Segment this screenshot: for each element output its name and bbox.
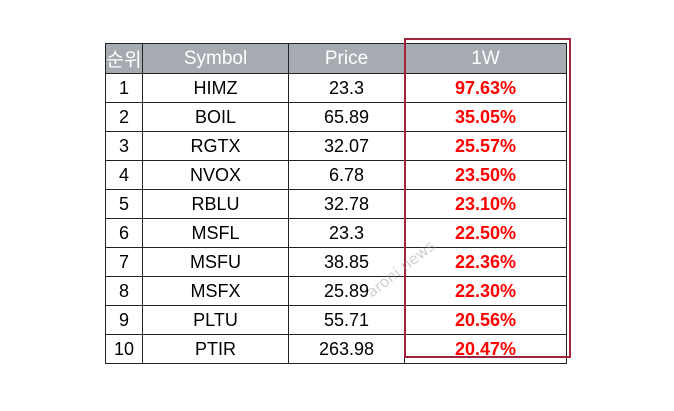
cell-return: 23.50% <box>404 160 567 190</box>
cell-return: 23.10% <box>404 189 567 219</box>
cell-symbol: HIMZ <box>142 73 289 103</box>
cell-symbol: MSFX <box>142 276 289 306</box>
cell-price: 55.71 <box>288 305 405 335</box>
cell-price: 32.07 <box>288 131 405 161</box>
cell-price: 25.89 <box>288 276 405 306</box>
cell-return: 20.56% <box>404 305 567 335</box>
cell-rank: 8 <box>105 276 143 306</box>
table-row: 10 PTIR 263.98 20.47% <box>105 334 567 364</box>
cell-rank: 7 <box>105 247 143 277</box>
header-rank: 순위 <box>105 43 143 74</box>
cell-rank: 6 <box>105 218 143 248</box>
table-row: 3 RGTX 32.07 25.57% <box>105 131 567 161</box>
table-row: 7 MSFU 38.85 22.36% <box>105 247 567 277</box>
cell-return: 25.57% <box>404 131 567 161</box>
cell-return: 97.63% <box>404 73 567 103</box>
table-row: 5 RBLU 32.78 23.10% <box>105 189 567 219</box>
cell-rank: 4 <box>105 160 143 190</box>
cell-symbol: PLTU <box>142 305 289 335</box>
cell-return: 22.50% <box>404 218 567 248</box>
cell-price: 23.3 <box>288 73 405 103</box>
table-row: 1 HIMZ 23.3 97.63% <box>105 73 567 103</box>
cell-return: 22.36% <box>404 247 567 277</box>
cell-symbol: BOIL <box>142 102 289 132</box>
cell-price: 23.3 <box>288 218 405 248</box>
table-row: 4 NVOX 6.78 23.50% <box>105 160 567 190</box>
header-row: 순위 Symbol Price 1W <box>105 43 567 74</box>
cell-price: 263.98 <box>288 334 405 364</box>
table-row: 8 MSFX 25.89 22.30% <box>105 276 567 306</box>
cell-rank: 1 <box>105 73 143 103</box>
cell-rank: 5 <box>105 189 143 219</box>
header-symbol: Symbol <box>142 43 289 74</box>
table-row: 9 PLTU 55.71 20.56% <box>105 305 567 335</box>
cell-rank: 9 <box>105 305 143 335</box>
cell-price: 65.89 <box>288 102 405 132</box>
cell-price: 38.85 <box>288 247 405 277</box>
cell-rank: 2 <box>105 102 143 132</box>
cell-return: 35.05% <box>404 102 567 132</box>
cell-symbol: MSFU <box>142 247 289 277</box>
header-return: 1W <box>404 43 567 74</box>
cell-symbol: PTIR <box>142 334 289 364</box>
cell-return: 20.47% <box>404 334 567 364</box>
cell-symbol: RGTX <box>142 131 289 161</box>
header-price: Price <box>288 43 405 74</box>
table-row: 2 BOIL 65.89 35.05% <box>105 102 567 132</box>
cell-symbol: NVOX <box>142 160 289 190</box>
cell-symbol: RBLU <box>142 189 289 219</box>
cell-symbol: MSFL <box>142 218 289 248</box>
cell-price: 32.78 <box>288 189 405 219</box>
cell-price: 6.78 <box>288 160 405 190</box>
cell-rank: 10 <box>105 334 143 364</box>
cell-return: 22.30% <box>404 276 567 306</box>
table-row: 6 MSFL 23.3 22.50% <box>105 218 567 248</box>
ranking-table: 순위 Symbol Price 1W 1 HIMZ 23.3 97.63% 2 BOIL… <box>105 43 567 364</box>
cell-rank: 3 <box>105 131 143 161</box>
